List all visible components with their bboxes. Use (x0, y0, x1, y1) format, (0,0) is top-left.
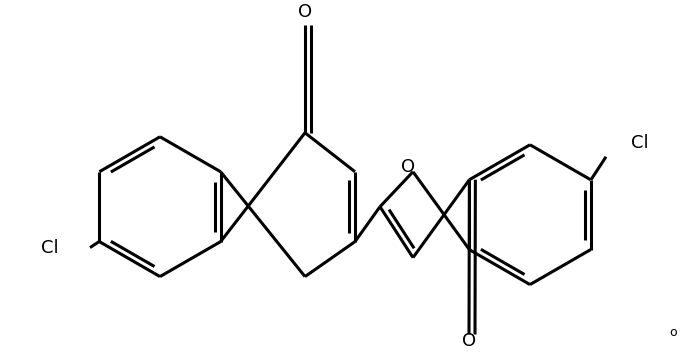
Text: o: o (669, 326, 677, 339)
Text: O: O (401, 158, 415, 176)
Text: Cl: Cl (631, 134, 649, 152)
Text: O: O (462, 333, 476, 351)
Text: Cl: Cl (41, 239, 59, 257)
Text: O: O (298, 3, 312, 21)
